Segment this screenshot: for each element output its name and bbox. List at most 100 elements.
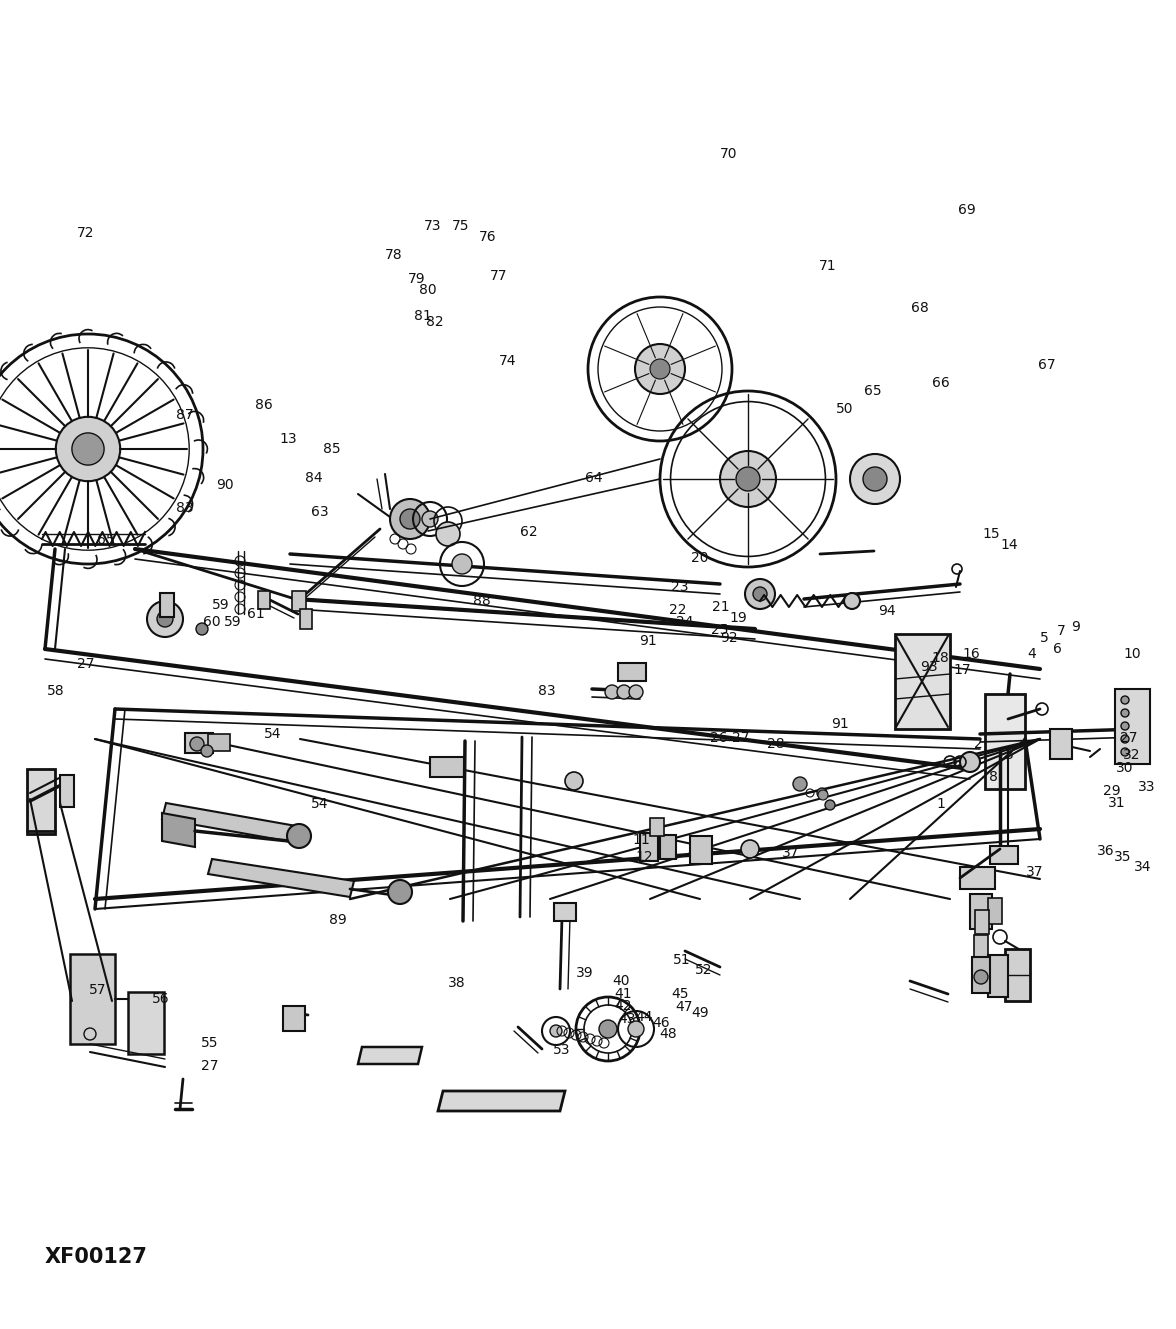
Bar (988, 898, 1002, 924)
Text: 67: 67 (1038, 359, 1055, 372)
Text: 93: 93 (921, 661, 937, 674)
Text: 46: 46 (653, 1017, 669, 1030)
Circle shape (746, 579, 775, 609)
Text: 38: 38 (448, 977, 465, 990)
Text: 77: 77 (490, 270, 507, 283)
Text: 80: 80 (420, 283, 436, 296)
Circle shape (720, 451, 776, 506)
Text: 42: 42 (615, 999, 632, 1013)
Circle shape (436, 522, 460, 546)
Circle shape (635, 344, 684, 393)
Circle shape (817, 788, 827, 797)
Text: 34: 34 (1135, 860, 1151, 873)
Bar (1005, 949, 1030, 1001)
Text: 27: 27 (78, 658, 94, 671)
Polygon shape (162, 813, 195, 847)
Text: 55: 55 (201, 1037, 218, 1050)
Circle shape (628, 1021, 644, 1037)
Bar (985, 694, 1025, 789)
Polygon shape (437, 1091, 564, 1111)
Text: 65: 65 (864, 384, 881, 397)
Circle shape (1121, 696, 1129, 704)
Bar (690, 836, 711, 864)
Circle shape (550, 1025, 562, 1037)
Text: 51: 51 (674, 953, 690, 966)
Text: 37: 37 (1027, 865, 1043, 878)
Text: 37: 37 (782, 847, 799, 860)
Text: 49: 49 (691, 1006, 708, 1019)
Bar (160, 593, 174, 617)
Text: 33: 33 (1138, 780, 1155, 793)
Text: 20: 20 (691, 552, 708, 565)
Text: 48: 48 (660, 1027, 676, 1041)
Text: 71: 71 (820, 259, 836, 272)
Text: 76: 76 (480, 230, 496, 243)
Text: 19: 19 (729, 611, 748, 625)
Text: 9: 9 (1071, 621, 1081, 634)
Text: 62: 62 (521, 525, 537, 538)
Text: 31: 31 (1109, 796, 1125, 809)
Text: 74: 74 (500, 355, 516, 368)
Text: 13: 13 (280, 432, 296, 445)
Text: 73: 73 (425, 219, 441, 233)
Text: 47: 47 (676, 1001, 693, 1014)
Text: 2: 2 (974, 738, 983, 751)
Text: 72: 72 (78, 226, 94, 239)
Circle shape (974, 970, 988, 983)
Text: 86: 86 (254, 399, 273, 412)
Circle shape (147, 601, 183, 637)
Text: 25: 25 (711, 623, 728, 637)
Text: 1: 1 (936, 797, 946, 811)
Text: 11: 11 (632, 833, 650, 847)
Text: 41: 41 (615, 987, 632, 1001)
Circle shape (1121, 722, 1129, 730)
Text: 36: 36 (1097, 844, 1114, 857)
Text: 45: 45 (671, 987, 688, 1001)
Bar (292, 591, 306, 611)
Circle shape (599, 1019, 617, 1038)
Text: 16: 16 (962, 647, 981, 661)
Text: 50: 50 (836, 403, 853, 416)
Bar (988, 956, 1008, 997)
Circle shape (850, 455, 900, 504)
Circle shape (741, 840, 759, 859)
Text: 88: 88 (473, 594, 492, 607)
Text: 78: 78 (386, 249, 402, 262)
Bar (650, 819, 664, 836)
Text: 87: 87 (176, 408, 193, 421)
Text: 4: 4 (1027, 647, 1036, 661)
Circle shape (201, 746, 213, 758)
Circle shape (191, 738, 203, 751)
Text: 59: 59 (213, 598, 229, 611)
Text: 59: 59 (225, 615, 241, 629)
Bar (640, 833, 659, 861)
Circle shape (629, 684, 643, 699)
Polygon shape (358, 1047, 422, 1065)
Text: 7: 7 (1056, 625, 1065, 638)
Circle shape (388, 880, 412, 904)
Text: 89: 89 (328, 913, 347, 926)
Text: 3: 3 (1004, 748, 1014, 762)
Text: 64: 64 (586, 472, 602, 485)
Circle shape (196, 623, 208, 635)
Text: 27: 27 (201, 1059, 218, 1073)
Text: 53: 53 (554, 1043, 570, 1057)
Bar (990, 847, 1018, 864)
Text: 91: 91 (639, 634, 657, 647)
Bar (1050, 730, 1073, 759)
Bar (128, 991, 163, 1054)
Text: 44: 44 (636, 1010, 653, 1023)
Text: 17: 17 (954, 663, 970, 676)
Text: 27: 27 (733, 731, 749, 744)
Polygon shape (208, 859, 354, 897)
Text: 83: 83 (539, 684, 555, 698)
Text: 83: 83 (176, 501, 193, 514)
Circle shape (287, 824, 310, 848)
Text: 22: 22 (669, 603, 686, 617)
Text: 54: 54 (265, 727, 281, 740)
Bar (430, 758, 465, 777)
Text: 12: 12 (636, 851, 653, 864)
Bar (258, 591, 270, 609)
Bar (1115, 688, 1150, 764)
Text: 91: 91 (830, 718, 849, 731)
